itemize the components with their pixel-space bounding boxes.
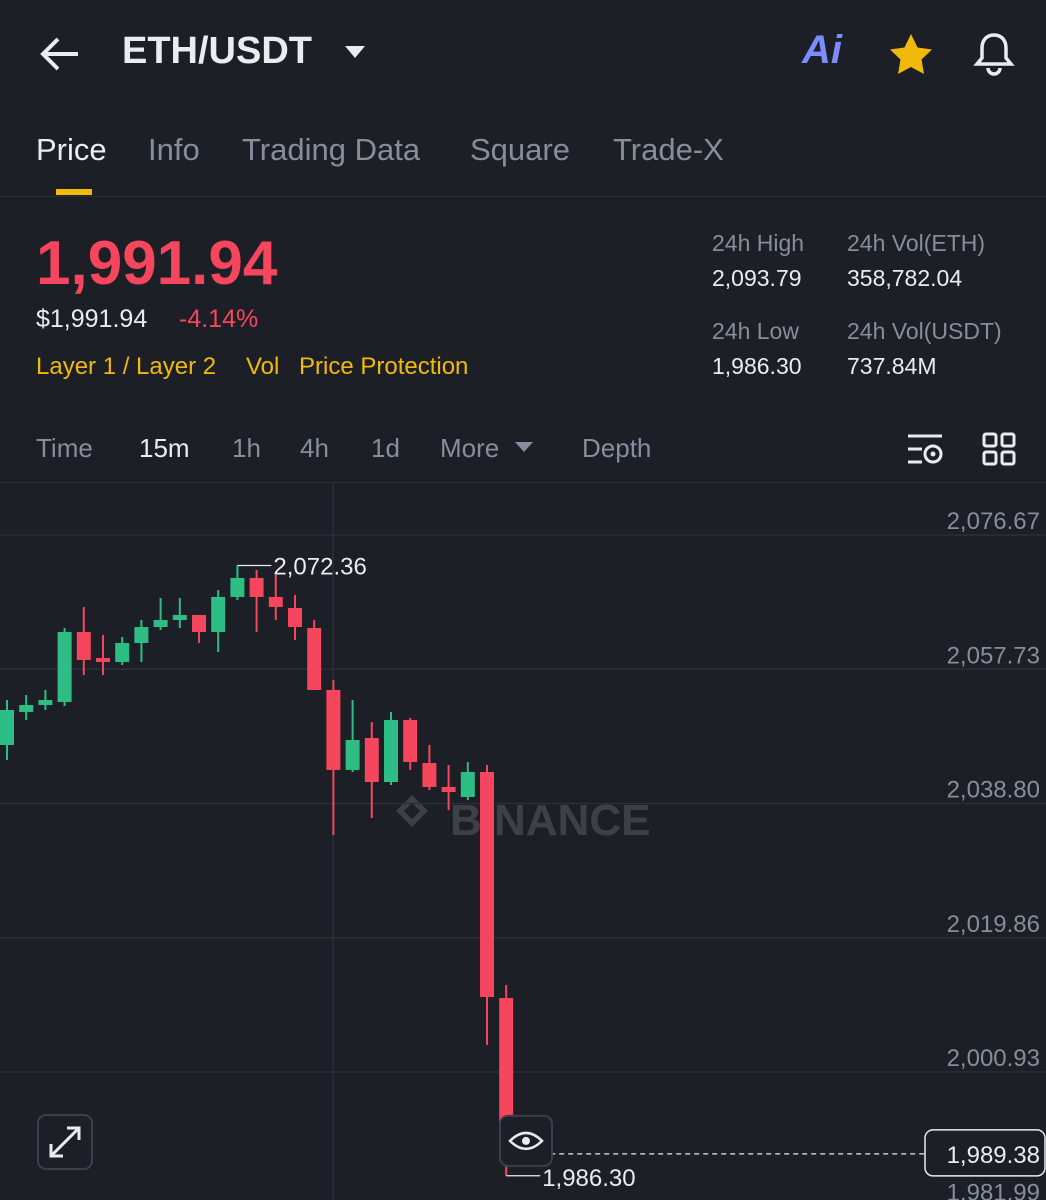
candle-body [96,657,110,662]
tab[interactable]: Square [470,132,570,167]
last-price-box [924,1129,1046,1177]
hide-button[interactable] [499,1114,553,1167]
candle-body [134,627,149,643]
tag[interactable]: Price Protection [299,353,469,380]
back-button[interactable] [38,34,82,74]
y-tick-label: 2,019.86 [947,911,1040,938]
interval[interactable]: More [440,433,500,463]
candle-body [230,577,245,597]
candle-body [19,705,34,712]
y-tick-label: 2,038.80 [947,776,1040,803]
pair-dropdown[interactable] [343,44,367,60]
candle-body [480,772,494,997]
interval[interactable]: 1h [232,433,261,463]
candle-body [153,619,168,628]
price-change: -4.14% [179,305,259,333]
candle-body [307,628,322,690]
divider [0,196,1046,197]
stat-label: 24h Vol(USDT) [847,318,1002,344]
favorite-button[interactable] [888,32,934,76]
ai-button[interactable]: Ai [802,28,842,72]
candle-body [38,699,53,706]
candle-body [345,739,360,770]
candle-body [364,737,379,783]
tab[interactable]: Price [36,132,107,167]
candle-body [403,719,418,763]
high-label: 2,072.36 [273,554,366,581]
candle-body [211,596,226,632]
candle-body [288,608,302,628]
alert-button[interactable] [972,30,1016,76]
candle-body [384,719,398,783]
tab[interactable]: Trade-X [613,132,724,167]
candle-body [115,642,130,662]
candle-body [422,763,437,787]
eye-pupil [522,1136,530,1145]
fullscreen-button[interactable] [37,1114,93,1170]
stat-label: 24h Vol(ETH) [847,230,986,256]
divider [0,482,1046,483]
stat-value: 1,986.30 [712,353,802,379]
candle-body [268,596,283,607]
stat-value: 737.84M [847,353,937,379]
candle-body [192,614,206,632]
tab[interactable]: Trading Data [242,132,421,167]
watermark: BINANCE [396,795,650,845]
interval[interactable]: Time [36,433,93,463]
interval[interactable]: 1d [371,433,400,463]
y-tick-label: 2,000.93 [947,1045,1040,1072]
candle-body [57,631,72,702]
pair-title[interactable]: ETH/USDT [122,30,312,72]
low-label: 1,986.30 [542,1165,635,1192]
interval[interactable]: Depth [582,433,652,463]
stat-label: 24h High [712,230,805,256]
y-tick-label: 2,076.67 [947,508,1040,535]
more-dropdown[interactable] [514,441,534,453]
layout-button[interactable] [982,432,1016,466]
y-tick-label: 1,981.99 [947,1179,1040,1200]
interval[interactable]: 4h [300,433,329,463]
stat-value: 2,093.79 [712,265,802,291]
candle-body [326,689,341,770]
indicator-settings[interactable] [906,432,944,466]
tab-indicator [56,189,92,195]
candle-body [76,631,91,660]
candle-body [460,772,475,797]
tab[interactable]: Info [148,132,200,167]
y-tick-label: 2,057.73 [947,642,1040,669]
candle-body [0,709,14,745]
stat-value: 358,782.04 [847,265,963,291]
candle-body [172,614,187,620]
tag[interactable]: Layer 1 / Layer 2 [36,353,217,380]
last-price-label: 1,989.38 [947,1142,1040,1169]
tag[interactable]: Vol [246,353,280,380]
eye-icon [508,1131,544,1151]
candle-body [249,577,264,597]
last-price: 1,991.94 [36,229,278,298]
candle-body [441,786,456,793]
interval[interactable]: 15m [139,433,190,463]
usd-price: $1,991.94 [36,305,148,333]
stat-label: 24h Low [712,318,799,344]
candle-chart: BINANCE 2,076.67 2,057.73 2,038.80 2,019.86… [0,483,1046,1200]
